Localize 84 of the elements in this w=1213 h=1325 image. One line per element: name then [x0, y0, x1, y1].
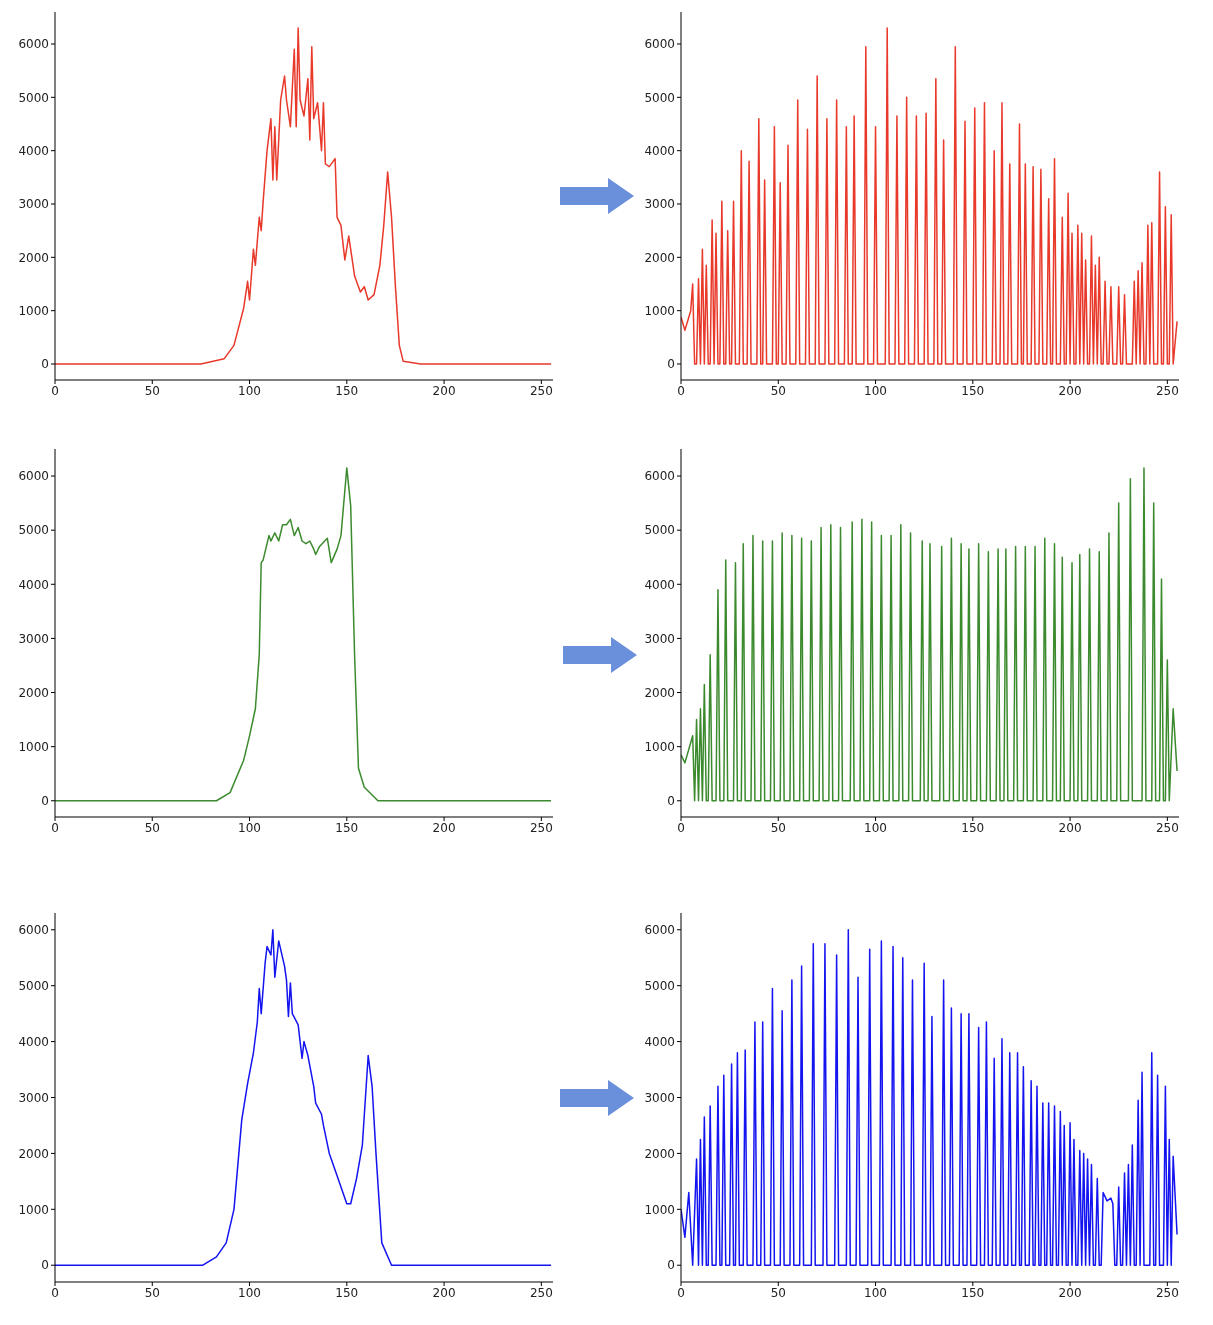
x-tick-label: 200: [432, 1285, 456, 1300]
x-tick-label: 200: [1058, 820, 1082, 835]
y-tick-label: 6000: [18, 469, 49, 484]
x-tick-label: 250: [529, 1285, 553, 1300]
line-series: [681, 929, 1178, 1266]
y-tick-label: 4000: [18, 577, 49, 592]
y-tick-label: 5000: [644, 523, 675, 538]
y-tick-label: 0: [667, 357, 675, 372]
x-tick-label: 100: [238, 820, 261, 835]
y-tick-label: 6000: [644, 37, 675, 52]
x-tick-label: 100: [864, 1285, 887, 1300]
x-tick-label: 0: [677, 383, 685, 398]
x-tick-label: 50: [770, 383, 786, 398]
y-tick-label: 5000: [18, 978, 49, 993]
x-tick-label: 50: [770, 1285, 786, 1300]
y-tick-label: 3000: [18, 197, 49, 212]
x-tick-label: 0: [677, 1285, 685, 1300]
x-tick-label: 0: [51, 1285, 59, 1300]
y-tick-label: 1000: [644, 303, 675, 318]
y-tick-label: 2000: [644, 250, 675, 265]
y-tick-label: 4000: [18, 143, 49, 158]
x-tick-label: 50: [144, 820, 160, 835]
y-tick-label: 2000: [644, 1146, 675, 1161]
y-tick-label: 0: [41, 1258, 49, 1273]
x-tick-label: 100: [238, 383, 261, 398]
line-series: [681, 467, 1178, 802]
y-tick-label: 2000: [18, 1146, 49, 1161]
y-tick-label: 0: [41, 794, 49, 809]
y-tick-label: 1000: [18, 1202, 49, 1217]
y-tick-label: 6000: [18, 923, 49, 938]
y-tick-label: 6000: [644, 469, 675, 484]
x-tick-label: 250: [529, 820, 553, 835]
y-tick-label: 2000: [18, 250, 49, 265]
y-tick-label: 3000: [18, 631, 49, 646]
line-series: [681, 27, 1178, 365]
y-tick-label: 5000: [644, 90, 675, 105]
x-tick-label: 100: [864, 383, 887, 398]
x-tick-label: 50: [144, 1285, 160, 1300]
y-tick-label: 3000: [644, 1090, 675, 1105]
x-tick-label: 200: [1058, 1285, 1082, 1300]
y-tick-label: 0: [667, 1258, 675, 1273]
x-tick-label: 150: [961, 820, 985, 835]
y-tick-label: 3000: [18, 1090, 49, 1105]
line-series: [55, 467, 552, 802]
y-tick-label: 0: [667, 794, 675, 809]
line-series: [55, 929, 552, 1266]
x-tick-label: 100: [238, 1285, 261, 1300]
x-tick-label: 150: [335, 383, 359, 398]
line-series: [55, 27, 552, 365]
y-tick-label: 3000: [644, 631, 675, 646]
y-tick-label: 1000: [18, 739, 49, 754]
x-tick-label: 150: [335, 820, 359, 835]
x-tick-label: 50: [144, 383, 160, 398]
y-tick-label: 4000: [644, 143, 675, 158]
y-tick-label: 6000: [644, 923, 675, 938]
x-tick-label: 0: [677, 820, 685, 835]
y-tick-label: 1000: [644, 1202, 675, 1217]
x-tick-label: 150: [961, 1285, 985, 1300]
y-tick-label: 5000: [18, 523, 49, 538]
y-tick-label: 1000: [644, 739, 675, 754]
y-tick-label: 4000: [18, 1034, 49, 1049]
y-tick-label: 4000: [644, 577, 675, 592]
y-tick-label: 1000: [18, 303, 49, 318]
x-tick-label: 200: [432, 820, 456, 835]
y-tick-label: 5000: [644, 978, 675, 993]
y-tick-label: 6000: [18, 37, 49, 52]
x-tick-label: 250: [1155, 383, 1179, 398]
x-tick-label: 100: [864, 820, 887, 835]
x-tick-label: 150: [335, 1285, 359, 1300]
y-tick-label: 2000: [644, 685, 675, 700]
x-tick-label: 250: [1155, 1285, 1179, 1300]
x-tick-label: 250: [1155, 820, 1179, 835]
y-tick-label: 4000: [644, 1034, 675, 1049]
x-tick-label: 0: [51, 383, 59, 398]
x-tick-label: 250: [529, 383, 553, 398]
x-tick-label: 200: [1058, 383, 1082, 398]
y-tick-label: 3000: [644, 197, 675, 212]
y-tick-label: 0: [41, 357, 49, 372]
x-tick-label: 50: [770, 820, 786, 835]
y-tick-label: 2000: [18, 685, 49, 700]
x-tick-label: 0: [51, 820, 59, 835]
y-tick-label: 5000: [18, 90, 49, 105]
x-tick-label: 150: [961, 383, 985, 398]
x-tick-label: 200: [432, 383, 456, 398]
